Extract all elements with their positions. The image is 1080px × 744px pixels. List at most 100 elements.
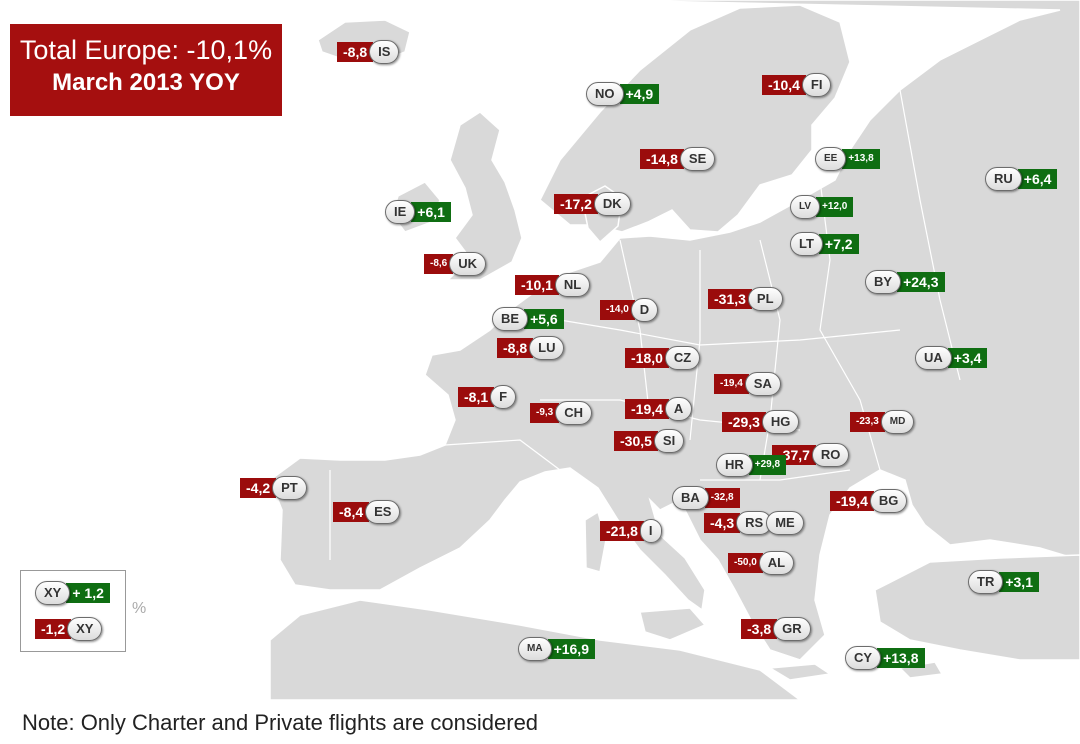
country-code: BY	[865, 270, 902, 294]
country-code: HR	[716, 453, 753, 477]
country-badge-bg: -19,4 BG	[830, 489, 908, 513]
country-code: GR	[773, 617, 811, 641]
value-label: +6,4	[1017, 169, 1058, 189]
legend-unit: %	[132, 600, 147, 617]
country-code: ME	[766, 511, 804, 535]
value-label: -4,3	[704, 513, 741, 533]
value-label: -8,6	[424, 254, 454, 274]
country-code: LU	[529, 336, 565, 360]
country-code: LV	[790, 195, 821, 219]
country-code: D	[630, 298, 659, 322]
country-code: F	[490, 385, 517, 409]
value-label: -4,2	[240, 478, 277, 498]
country-code: A	[664, 397, 693, 421]
country-badge-be: BE +5,6	[492, 307, 564, 331]
value-label: -19,4	[830, 491, 874, 511]
country-badge-pl: -31,3 PL	[708, 287, 783, 311]
land-sicily	[639, 607, 707, 641]
border-line	[444, 439, 561, 471]
country-badge-lu: -8,8 LU	[497, 336, 565, 360]
country-code: IS	[369, 40, 400, 64]
border-line	[759, 239, 781, 481]
country-code: TR	[968, 570, 1004, 594]
land-crete	[767, 663, 833, 681]
value-label: +5,6	[524, 309, 564, 329]
border-line	[899, 89, 961, 381]
value-label: -29,3	[722, 412, 766, 432]
value-label: +13,8	[877, 648, 925, 668]
country-badge-gr: -3,8 GR	[741, 617, 811, 641]
country-badge-ie: IE +6,1	[385, 200, 451, 224]
value-label: -30,5	[614, 431, 658, 451]
country-badge-uk: -8,6 UK	[424, 252, 487, 276]
country-badge-hg: -29,3 HG	[722, 410, 800, 434]
country-code: EE	[815, 147, 847, 171]
country-badge-se: -14,8 SE	[640, 147, 716, 171]
country-code: SA	[744, 372, 781, 396]
country-badge-pt: -4,2 PT	[240, 476, 307, 500]
value-label: -3,8	[741, 619, 778, 639]
country-code: UK	[449, 252, 487, 276]
country-badge-hr: HR +29,8	[716, 453, 787, 477]
value-label: -21,8	[600, 521, 644, 541]
country-code: IE	[385, 200, 416, 224]
country-badge-sa: -19,4 SA	[714, 372, 781, 396]
country-code: CZ	[664, 346, 701, 370]
value-label: +16,9	[547, 639, 595, 659]
value-label: -19,4	[625, 399, 669, 419]
country-code: I	[639, 519, 662, 543]
legend-box: XY + 1,2 -1,2 XY	[20, 570, 126, 652]
value-label: -10,1	[515, 275, 559, 295]
land-great-britain	[446, 111, 523, 281]
country-badge-nl: -10,1 NL	[515, 273, 591, 297]
footnote: Note: Only Charter and Private flights a…	[22, 710, 539, 735]
country-badge-md: -23,3 MD	[850, 410, 915, 434]
value-label: +13,8	[842, 149, 880, 169]
country-code: UA	[915, 346, 952, 370]
border-line	[700, 469, 851, 481]
country-code: FI	[801, 73, 832, 97]
country-badge-dk: -17,2 DK	[554, 192, 631, 216]
value-label: -19,4	[714, 374, 749, 394]
country-code: NO	[586, 82, 624, 106]
title-box: Total Europe: -10,1% March 2013 YOY	[10, 24, 282, 116]
country-badge-f: -8,1 F	[458, 385, 517, 409]
country-badge-al: -50,0 AL	[728, 551, 795, 575]
value-label: -14,8	[640, 149, 684, 169]
country-code: AL	[758, 551, 795, 575]
value-label: -8,8	[497, 338, 534, 358]
value-label: -50,0	[728, 553, 763, 573]
value-label: +7,2	[818, 234, 859, 254]
country-code: HG	[761, 410, 800, 434]
value-label: +3,1	[999, 572, 1039, 592]
country-code: BE	[492, 307, 529, 331]
value-label: +12,0	[816, 197, 854, 217]
value-label: +4,9	[619, 84, 660, 104]
value-label: -32,8	[704, 488, 740, 508]
land-scandinavia	[539, 4, 851, 233]
country-badge-si: -30,5 SI	[614, 429, 685, 453]
title-total: Total Europe: -10,1%	[19, 35, 273, 65]
country-badge-lv: LV +12,0	[790, 195, 854, 219]
country-badge-rs-me: -4,3 RS ME	[704, 511, 804, 535]
value-label: +6,1	[411, 202, 451, 222]
value-label: +3,4	[947, 348, 988, 368]
country-code: NL	[554, 273, 591, 297]
value-label: -8,4	[333, 502, 370, 522]
country-badge-ru: RU +6,4	[985, 167, 1058, 191]
country-code: RU	[985, 167, 1022, 191]
legend-value: -1,2	[35, 619, 72, 639]
country-badge-cz: -18,0 CZ	[625, 346, 701, 370]
value-label: -8,1	[458, 387, 495, 407]
country-code: BA	[672, 486, 709, 510]
country-code: DK	[593, 192, 631, 216]
country-badge-cy: CY +13,8	[845, 646, 925, 670]
country-code: PT	[272, 476, 307, 500]
country-code: RO	[811, 443, 850, 467]
legend-code: XY	[35, 581, 71, 605]
value-label: -18,0	[625, 348, 669, 368]
country-badge-ba: BA -32,8	[672, 486, 740, 510]
country-badge-es: -8,4 ES	[333, 500, 401, 524]
country-badge-lt: LT +7,2	[790, 232, 859, 256]
country-badge-ee: EE +13,8	[815, 147, 880, 171]
